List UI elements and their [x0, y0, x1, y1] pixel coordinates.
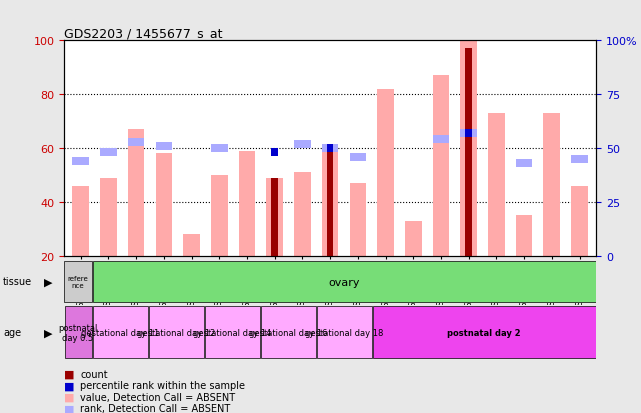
Bar — [317, 307, 372, 358]
Bar — [433, 76, 449, 256]
Bar — [322, 146, 338, 256]
Bar — [156, 154, 172, 256]
Bar — [100, 149, 117, 157]
Text: percentile rank within the sample: percentile rank within the sample — [80, 380, 245, 390]
Text: ▶: ▶ — [44, 328, 52, 337]
Bar — [271, 149, 278, 157]
Text: gestational day 18: gestational day 18 — [305, 328, 383, 337]
Text: age: age — [3, 328, 21, 337]
Text: ▶: ▶ — [44, 277, 52, 287]
Text: gestational day 11: gestational day 11 — [81, 328, 159, 337]
Bar — [465, 49, 472, 256]
Bar — [433, 136, 449, 144]
Bar — [100, 178, 117, 256]
Text: value, Detection Call = ABSENT: value, Detection Call = ABSENT — [80, 392, 235, 402]
Text: refere
nce: refere nce — [68, 275, 88, 288]
Bar — [64, 261, 92, 303]
Bar — [460, 41, 477, 256]
Bar — [183, 235, 200, 256]
Text: ■: ■ — [64, 392, 74, 402]
Bar — [261, 307, 315, 358]
Bar — [516, 216, 533, 256]
Text: gestational day 12: gestational day 12 — [137, 328, 215, 337]
Bar — [322, 145, 338, 153]
Bar — [488, 114, 504, 256]
Bar — [405, 221, 422, 256]
Bar — [211, 145, 228, 153]
Bar — [204, 307, 260, 358]
Bar — [238, 151, 255, 256]
Bar — [544, 114, 560, 256]
Bar — [93, 307, 147, 358]
Bar — [294, 173, 311, 256]
Bar — [72, 157, 89, 166]
Bar — [571, 155, 588, 164]
Bar — [72, 186, 89, 256]
Text: count: count — [80, 369, 108, 379]
Text: postnatal day 2: postnatal day 2 — [447, 328, 521, 337]
Bar — [271, 178, 278, 256]
Bar — [211, 176, 228, 256]
Text: ■: ■ — [64, 380, 74, 390]
Text: tissue: tissue — [3, 277, 32, 287]
Bar — [327, 146, 333, 256]
Bar — [349, 153, 366, 161]
Bar — [267, 178, 283, 256]
Bar — [465, 130, 472, 138]
Text: gestational day 14: gestational day 14 — [193, 328, 271, 337]
Text: ■: ■ — [64, 369, 74, 379]
Bar — [65, 307, 92, 358]
Text: rank, Detection Call = ABSENT: rank, Detection Call = ABSENT — [80, 404, 230, 413]
Bar — [294, 140, 311, 148]
Bar — [149, 307, 204, 358]
Bar — [327, 145, 333, 153]
Text: ovary: ovary — [328, 277, 360, 287]
Bar — [128, 138, 144, 146]
Bar — [372, 307, 595, 358]
Bar — [128, 130, 144, 256]
Bar — [377, 90, 394, 256]
Text: postnatal
day 0.5: postnatal day 0.5 — [58, 323, 98, 342]
Bar — [516, 160, 533, 168]
Bar — [156, 142, 172, 151]
Bar — [460, 130, 477, 138]
Bar — [349, 183, 366, 256]
Bar — [571, 186, 588, 256]
Text: ■: ■ — [64, 404, 74, 413]
Text: GDS2203 / 1455677_s_at: GDS2203 / 1455677_s_at — [64, 27, 222, 40]
Text: gestational day 16: gestational day 16 — [249, 328, 328, 337]
